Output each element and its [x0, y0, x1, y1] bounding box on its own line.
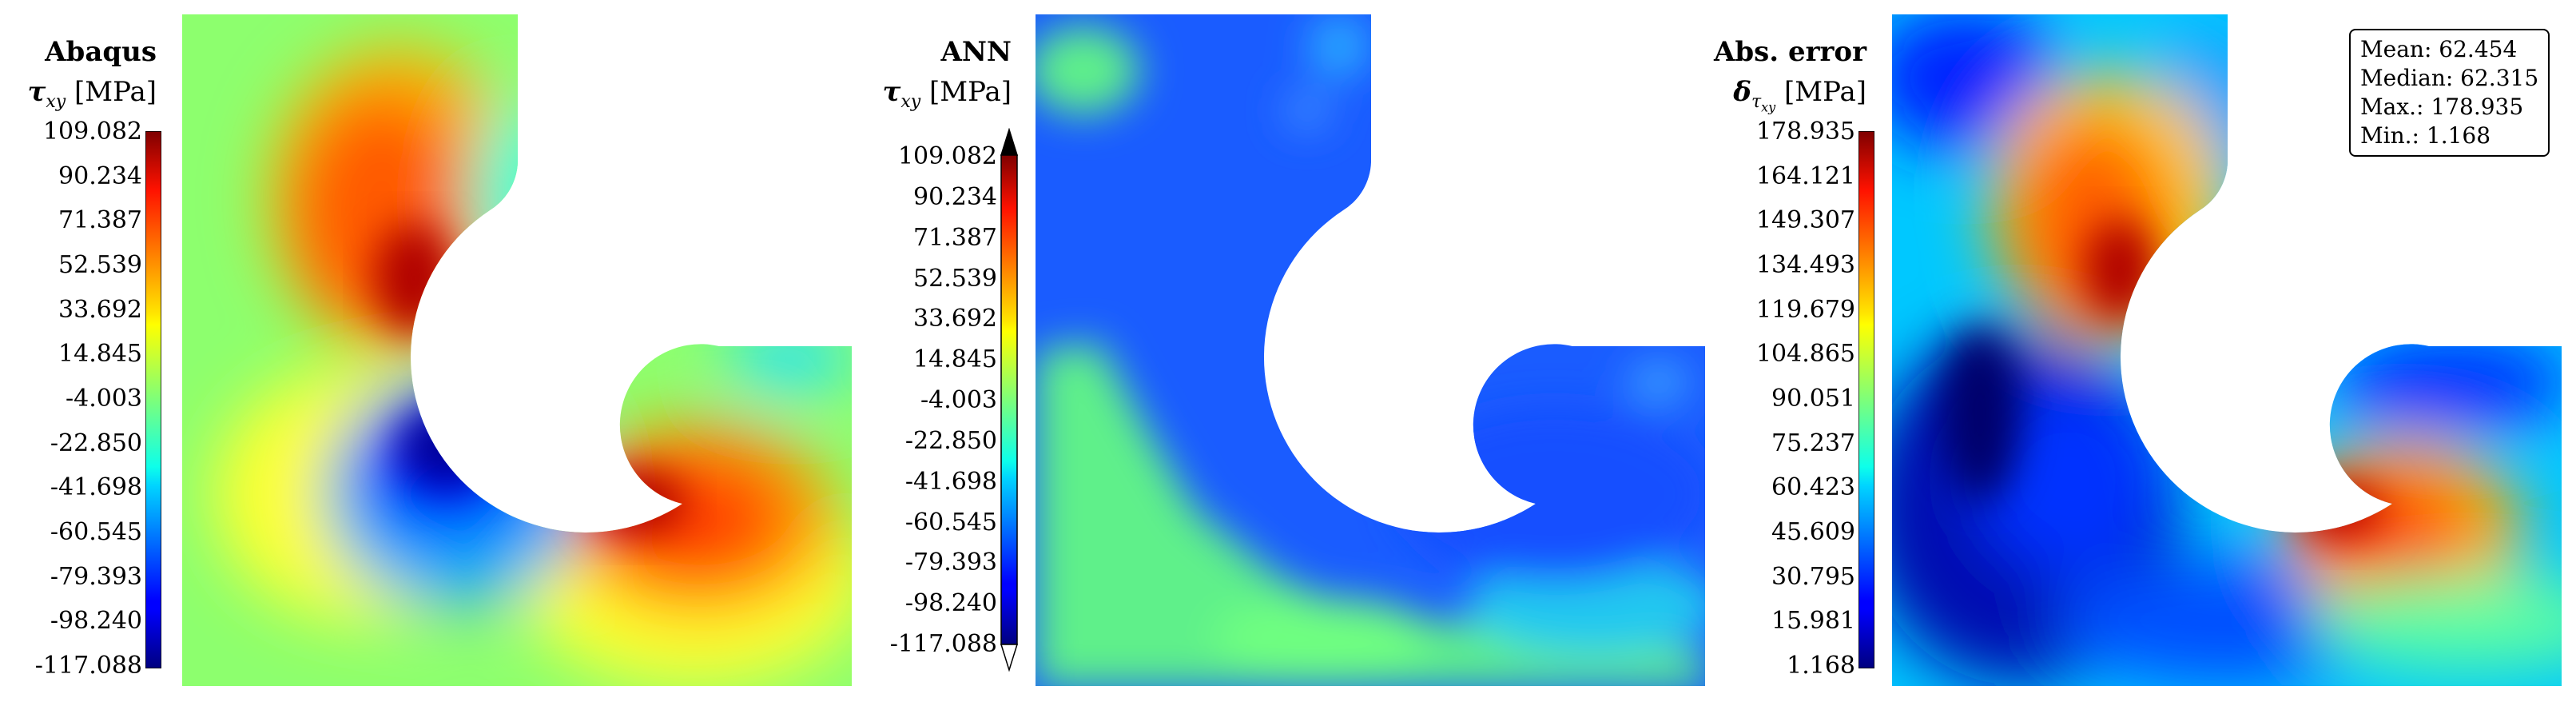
colorbar-tick-label: -60.545 — [50, 518, 142, 546]
abaqus-colorbar — [145, 131, 161, 668]
colorbar-tick-label: 109.082 — [42, 118, 142, 146]
colorbar-tick-label: -4.003 — [65, 385, 142, 413]
colorbar-tick-label: 33.692 — [913, 305, 997, 333]
err-title-block: Abs. error δτxy [MPa] — [1710, 32, 1866, 127]
colorbar-tick-label: 119.679 — [1755, 295, 1855, 324]
ann-title-block: ANN τxy [MPa] — [855, 32, 1012, 122]
colorbar-tick-label: -98.240 — [904, 589, 997, 618]
err-title: Abs. error — [1713, 36, 1866, 68]
colorbar-tick-label: 45.609 — [1771, 518, 1855, 546]
colorbar-tick-label: 15.981 — [1771, 607, 1855, 636]
colorbar-tick-label: 90.234 — [58, 162, 142, 190]
colorbar-tick-label: 52.539 — [913, 264, 997, 293]
colorbar-tick-label: 109.082 — [897, 142, 997, 170]
ann-contour-plot — [1036, 14, 1705, 686]
error-stats-box: Mean: 62.454 Median: 62.315 Max.: 178.93… — [2349, 29, 2550, 157]
colorbar-tick-label: 14.845 — [58, 340, 142, 369]
colorbar-tick-label: -22.850 — [50, 429, 142, 457]
colorbar-tick-label: -79.393 — [904, 548, 997, 577]
colorbar-tick-label: -79.393 — [50, 562, 142, 591]
panel-abs-error: Abs. error δτxy [MPa] 178.935 164.121 149.… — [1710, 0, 2576, 702]
abaqus-contour-plot — [182, 14, 852, 686]
colorbar-tick-label: -4.003 — [920, 386, 997, 414]
colorbar-tick-label: 60.423 — [1771, 473, 1855, 502]
colorbar-tick-label: 30.795 — [1771, 562, 1855, 591]
colorbar-tick-label: 164.121 — [1755, 162, 1855, 190]
colorbar-tick-label: 90.051 — [1771, 385, 1855, 413]
colorbar-tick-label: 75.237 — [1771, 429, 1855, 457]
err-colorbar-label: δτxy [MPa] — [1733, 76, 1866, 115]
colorbar-tick-label: 178.935 — [1755, 118, 1855, 146]
ann-colorbar-label: τxy [MPa] — [882, 76, 1012, 112]
colorbar-tick-label: 1.168 — [1787, 652, 1855, 680]
colorbar-tick-label: 149.307 — [1755, 206, 1855, 235]
colorbar-tick-label: -98.240 — [50, 607, 142, 636]
abaqus-colorbar-label: τxy [MPa] — [27, 76, 157, 112]
colorbar-tick-label: -22.850 — [904, 426, 997, 455]
colorbar-tick-label: -117.088 — [34, 652, 142, 680]
colorbar-tick-label: 104.865 — [1755, 340, 1855, 369]
colorbar-tick-label: 134.493 — [1755, 251, 1855, 279]
colorbar-tick-label: -117.088 — [889, 630, 997, 658]
err-colorbar — [1858, 131, 1874, 668]
colorbar-tick-label: -41.698 — [50, 473, 142, 502]
stat-median: Median: 62.315 — [2360, 65, 2539, 91]
colorbar-tick-label: 52.539 — [58, 251, 142, 279]
panel-ann: ANN τxy [MPa] 109.082 90.234 71.387 52.539 3… — [855, 0, 1710, 702]
colorbar-tick-label: 71.387 — [913, 223, 997, 252]
colorbar-tick-label: -41.698 — [904, 467, 997, 496]
stat-max: Max.: 178.935 — [2360, 94, 2524, 120]
colorbar-tick-label: 71.387 — [58, 206, 142, 235]
colorbar-tick-label: 90.234 — [913, 182, 997, 211]
colorbar-tick-label: 14.845 — [913, 345, 997, 374]
panel-abaqus: Abaqus τxy [MPa] 109.082 90.234 71.387 52.5… — [0, 0, 855, 702]
abaqus-title: Abaqus — [45, 36, 157, 68]
ann-title: ANN — [940, 36, 1012, 68]
abaqus-title-block: Abaqus τxy [MPa] — [0, 32, 157, 122]
colorbar-tick-label: -60.545 — [904, 508, 997, 536]
err-contour-plot — [1892, 14, 2562, 686]
stat-mean: Mean: 62.454 — [2360, 36, 2518, 62]
stat-min: Min.: 1.168 — [2360, 122, 2491, 149]
colorbar-tick-label: 33.692 — [58, 295, 142, 324]
ann-colorbar — [1000, 128, 1018, 672]
